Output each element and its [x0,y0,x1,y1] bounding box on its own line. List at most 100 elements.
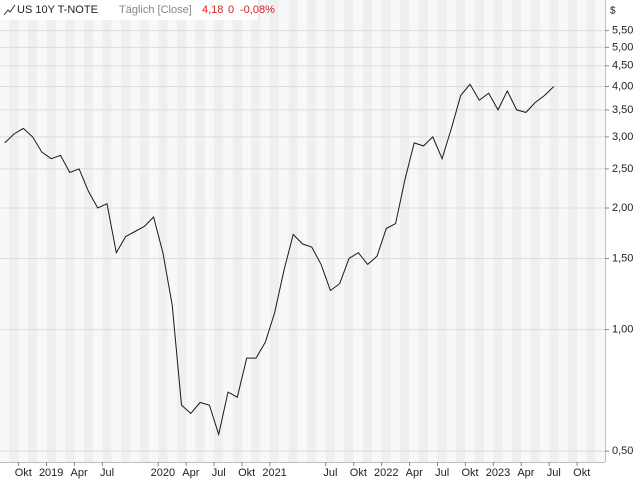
x-tick-label: Okt [350,467,367,479]
month-band [46,0,56,462]
month-band [381,0,391,462]
month-bands [0,0,605,462]
x-tick-label: Apr [71,467,88,479]
month-band [74,0,84,462]
x-tick-label: Apr [406,467,423,479]
month-band [269,0,280,462]
quote-change-pct: -0,08% [240,4,275,16]
month-band [390,0,401,462]
month-band [484,0,494,462]
quote-change: 0 [228,4,234,16]
y-tick-label: 5,50 [612,25,633,37]
y-tick-label: 4,00 [612,80,633,92]
x-tick-label: Okt [461,467,478,479]
month-band [530,0,540,462]
x-tick-label: Jul [100,467,114,479]
x-tick-label: Jul [435,467,449,479]
grid [0,30,605,452]
y-tick-label: 1,50 [612,252,633,264]
month-band [316,0,326,462]
month-band [139,0,149,462]
price-line [4,83,555,437]
month-band [111,0,121,462]
quote-last: 4,18 [202,4,223,16]
x-tick-label: 2019 [39,467,63,479]
month-band [372,0,382,462]
header-bg [0,0,258,20]
month-band [595,0,605,462]
y-tick-label: 4,50 [612,60,633,72]
month-band [307,0,317,462]
month-band [502,0,512,462]
month-band [511,0,522,462]
y-tick-label: 0,50 [612,445,633,457]
month-band [148,0,159,462]
month-band [567,0,578,462]
month-band [260,0,270,462]
month-band [446,0,457,462]
month-band [65,0,75,462]
line-icon [3,4,16,16]
x-tick-label: 2023 [486,467,510,479]
y-tick-label: 1,00 [612,324,633,336]
y-tick-label: 2,50 [612,163,633,175]
x-tick-label: 2020 [151,467,175,479]
month-band [335,0,345,462]
month-band [558,0,568,462]
month-band [493,0,503,462]
x-tick-label: Okt [573,467,590,479]
month-band [577,0,587,462]
month-band [474,0,484,462]
month-band [158,0,168,462]
month-band [465,0,475,462]
month-band [325,0,336,462]
x-tick-label: Jul [323,467,337,479]
month-band [55,0,66,462]
x-tick-label: Apr [182,467,199,479]
x-tick-label: Okt [15,467,32,479]
month-band [242,0,252,462]
month-band [418,0,429,462]
x-tick-label: Okt [238,467,255,479]
month-band [186,0,196,462]
month-band [344,0,354,462]
month-band [93,0,103,462]
month-band [18,0,28,462]
month-band [0,0,10,462]
month-band [437,0,447,462]
month-band [121,0,131,462]
month-band [353,0,363,462]
chart-title: US 10Y T-NOTE [17,4,98,16]
month-band [167,0,177,462]
month-band [521,0,531,462]
month-band [204,0,215,462]
month-band [288,0,298,462]
month-band [232,0,242,462]
x-tick-label: Apr [517,467,534,479]
y-tick-label: 2,00 [612,202,633,214]
x-tick-label: Jul [212,467,226,479]
x-tick-label: 2021 [262,467,286,479]
month-band [9,0,19,462]
y-unit: $ [610,6,616,17]
x-tick-label: 2022 [374,467,398,479]
month-band [409,0,419,462]
month-band [37,0,47,462]
month-band [363,0,373,462]
y-tick-label: 3,50 [612,104,633,116]
month-band [83,0,94,462]
x-tick-label: Jul [547,467,561,479]
month-band [27,0,38,462]
month-band [195,0,205,462]
y-tick-label: 3,00 [612,131,633,143]
month-band [400,0,410,462]
plot [4,83,555,437]
month-band [223,0,233,462]
month-band [586,0,596,462]
month-band [251,0,261,462]
month-band [549,0,559,462]
month-band [539,0,550,462]
month-band [279,0,289,462]
